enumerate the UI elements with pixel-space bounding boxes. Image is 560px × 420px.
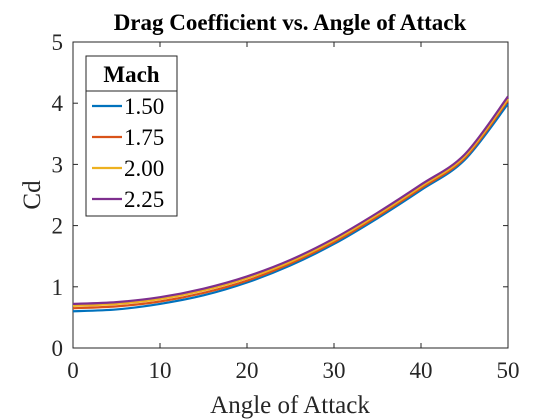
y-tick-label: 5 bbox=[52, 30, 64, 55]
legend-label: 2.25 bbox=[124, 187, 164, 212]
x-tick-label: 10 bbox=[149, 358, 172, 383]
x-tick-label: 0 bbox=[67, 358, 79, 383]
y-tick-label: 3 bbox=[52, 152, 64, 177]
chart-title: Drag Coefficient vs. Angle of Attack bbox=[114, 10, 467, 35]
series-line-mach-2.25 bbox=[72, 95, 509, 306]
series-line-mach-1.50 bbox=[72, 103, 509, 313]
plot-frame bbox=[72, 41, 509, 349]
legend-title: Mach bbox=[103, 62, 159, 87]
legend: Mach 1.50 1.75 2.00 2.25 bbox=[85, 55, 178, 217]
series-lines bbox=[72, 95, 509, 313]
y-tick-label: 4 bbox=[52, 91, 64, 116]
x-axis-label: Angle of Attack bbox=[210, 392, 370, 419]
y-tick-label: 1 bbox=[52, 275, 64, 300]
legend-label: 1.50 bbox=[124, 94, 164, 119]
y-tick-label: 2 bbox=[52, 214, 64, 239]
x-tick-label: 20 bbox=[236, 358, 259, 383]
series-line-mach-2.00 bbox=[72, 98, 509, 307]
series-line-mach-1.75 bbox=[72, 100, 509, 310]
x-tick-label: 50 bbox=[497, 358, 520, 383]
legend-label: 2.00 bbox=[124, 156, 164, 181]
y-axis-label: Cd bbox=[19, 180, 46, 210]
x-tick-label: 40 bbox=[410, 358, 433, 383]
y-tick-label: 0 bbox=[52, 336, 64, 361]
tick-labels: 0 10 20 30 40 50 0 1 2 3 4 5 bbox=[52, 30, 520, 383]
legend-label: 1.75 bbox=[124, 125, 164, 150]
x-tick-label: 30 bbox=[323, 358, 346, 383]
